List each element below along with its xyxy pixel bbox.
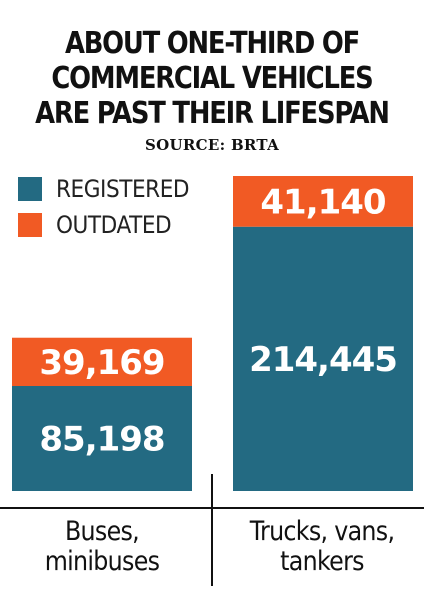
bar-registered-buses bbox=[12, 385, 192, 491]
title-line-1: ABOUT ONE-THIRD OF bbox=[64, 26, 360, 61]
data-label-registered-trucks: 214,445 bbox=[249, 340, 397, 380]
category-label-trucks-line-1: Trucks, vans, bbox=[249, 516, 395, 547]
legend-label-outdated: OUTDATED bbox=[56, 211, 172, 239]
data-label-outdated-trucks: 41,140 bbox=[260, 182, 386, 222]
source-note: SOURCE: BRTA bbox=[144, 136, 280, 154]
legend-item-outdated: OUTDATED bbox=[18, 210, 184, 240]
legend-label-registered: REGISTERED bbox=[56, 175, 190, 203]
category-label-buses: Buses, minibuses bbox=[2, 517, 202, 577]
bar-outdated-trucks bbox=[233, 176, 413, 227]
legend-swatch-registered bbox=[18, 177, 42, 201]
category-label-trucks: Trucks, vans, tankers bbox=[222, 517, 422, 577]
legend-item-registered: REGISTERED bbox=[18, 174, 204, 204]
category-label-buses-line-1: Buses, bbox=[64, 516, 140, 547]
data-label-outdated-buses: 39,169 bbox=[39, 343, 164, 383]
title-line-2: COMMERCIAL VEHICLES bbox=[51, 61, 373, 96]
bar-outdated-buses bbox=[12, 337, 192, 386]
title-line-3: ARE PAST THEIR LIFESPAN bbox=[35, 96, 390, 131]
category-label-buses-line-2: minibuses bbox=[44, 546, 160, 577]
chart-title: ABOUT ONE-THIRD OF COMMERCIAL VEHICLES A… bbox=[30, 26, 395, 131]
legend-swatch-outdated bbox=[18, 213, 42, 237]
data-label-registered-buses: 85,198 bbox=[39, 419, 164, 459]
category-label-trucks-line-2: tankers bbox=[280, 546, 364, 577]
bar-registered-trucks bbox=[233, 226, 413, 491]
